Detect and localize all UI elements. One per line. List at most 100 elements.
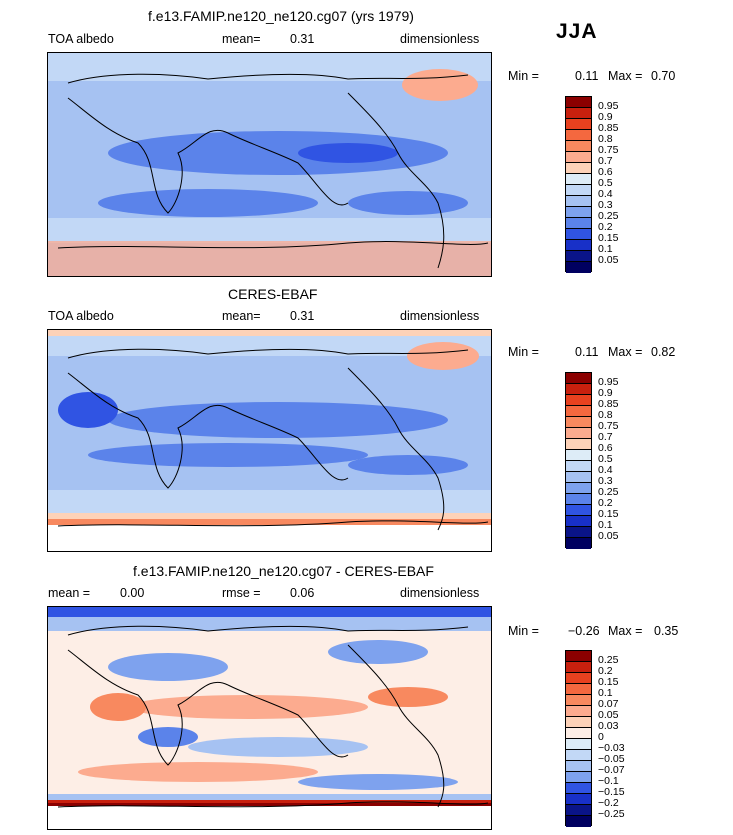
panel-1-max-label: Max = bbox=[608, 69, 643, 83]
panel-3-mean-value: 0.00 bbox=[120, 586, 145, 600]
colorbar-tick-label: 0.7 bbox=[598, 155, 613, 167]
colorbar-tick-label: 0.03 bbox=[598, 720, 619, 732]
colorbar-tick-label: 0.25 bbox=[598, 486, 619, 498]
panel-3-max-value: 0.35 bbox=[654, 624, 679, 638]
colorbar-segment bbox=[566, 163, 591, 174]
colorbar-segment bbox=[566, 516, 591, 527]
panel-2-title: CERES-EBAF bbox=[228, 286, 318, 302]
colorbar-tick-label: 0.6 bbox=[598, 166, 613, 178]
colorbar-segment bbox=[566, 229, 591, 240]
colorbar-segment bbox=[566, 262, 591, 273]
colorbar-tick-label: −0.2 bbox=[598, 797, 619, 809]
colorbar-segment bbox=[566, 428, 591, 439]
colorbar-segment bbox=[566, 662, 591, 673]
colorbar-tick-label: 0.9 bbox=[598, 387, 613, 399]
colorbar-tick-label: 0.05 bbox=[598, 530, 619, 542]
panel-3-rmse-value: 0.06 bbox=[290, 586, 315, 600]
colorbar-tick-label: −0.1 bbox=[598, 775, 619, 787]
colorbar-segment bbox=[566, 141, 591, 152]
colorbar-segment bbox=[566, 439, 591, 450]
colorbar-segment bbox=[566, 174, 591, 185]
panel-3-title: f.e13.FAMIP.ne120_ne120.cg07 - CERES-EBA… bbox=[133, 563, 434, 579]
colorbar-tick-label: 0.95 bbox=[598, 376, 619, 388]
colorbar-segment bbox=[566, 417, 591, 428]
colorbar-tick-label: 0.4 bbox=[598, 188, 613, 200]
colorbar-segment bbox=[566, 130, 591, 141]
colorbar-segment bbox=[566, 805, 591, 816]
season-label: JJA bbox=[556, 20, 598, 43]
colorbar-tick-label: 0.1 bbox=[598, 687, 613, 699]
colorbar-tick-label: 0.3 bbox=[598, 475, 613, 487]
colorbar-tick-label: 0.1 bbox=[598, 519, 613, 531]
colorbar-tick-label: 0 bbox=[598, 731, 604, 743]
colorbar-tick-label: 0.85 bbox=[598, 398, 619, 410]
panel-2-map bbox=[47, 329, 492, 552]
colorbar-segment bbox=[566, 761, 591, 772]
colorbar-segment bbox=[566, 527, 591, 538]
panel-2-max-value: 0.82 bbox=[651, 345, 676, 359]
colorbar-segment bbox=[566, 483, 591, 494]
panel-2-min-label: Min = bbox=[508, 345, 539, 359]
colorbar-segment bbox=[566, 505, 591, 516]
panel-1-min-value: 0.11 bbox=[575, 69, 599, 83]
colorbar-segment bbox=[566, 717, 591, 728]
colorbar-segment bbox=[566, 794, 591, 805]
colorbar-tick-label: 0.2 bbox=[598, 497, 613, 509]
colorbar-tick-label: 0.4 bbox=[598, 464, 613, 476]
colorbar-segment bbox=[566, 406, 591, 417]
colorbar-segment bbox=[566, 240, 591, 251]
colorbar-segment bbox=[566, 119, 591, 130]
panel-2-max-label: Max = bbox=[608, 345, 643, 359]
colorbar-tick-label: 0.2 bbox=[598, 221, 613, 233]
colorbar-tick-label: 0.7 bbox=[598, 431, 613, 443]
panel-1-min-label: Min = bbox=[508, 69, 539, 83]
colorbar-tick-label: 0.07 bbox=[598, 698, 619, 710]
colorbar-tick-label: 0.2 bbox=[598, 665, 613, 677]
colorbar-tick-label: −0.07 bbox=[598, 764, 625, 776]
colorbar-tick-label: 0.9 bbox=[598, 111, 613, 123]
panel-1-title: f.e13.FAMIP.ne120_ne120.cg07 (yrs 1979) bbox=[148, 8, 414, 24]
panel-1-units: dimensionless bbox=[400, 32, 480, 46]
panel-2-mean-value: 0.31 bbox=[290, 309, 315, 323]
panel-1-mean-label: mean= bbox=[222, 32, 261, 46]
colorbar-segment bbox=[566, 684, 591, 695]
colorbar-segment bbox=[566, 739, 591, 750]
colorbar-tick-label: 0.75 bbox=[598, 144, 619, 156]
colorbar-tick-label: −0.05 bbox=[598, 753, 625, 765]
panel-2-mean-label: mean= bbox=[222, 309, 261, 323]
colorbar-segment bbox=[566, 783, 591, 794]
colorbar-tick-label: 0.25 bbox=[598, 210, 619, 222]
colorbar-segment bbox=[566, 185, 591, 196]
panel-2-units: dimensionless bbox=[400, 309, 480, 323]
colorbar-tick-label: 0.8 bbox=[598, 409, 613, 421]
colorbar-segment bbox=[566, 750, 591, 761]
colorbar-segment bbox=[566, 218, 591, 229]
panel-3-units: dimensionless bbox=[400, 586, 480, 600]
colorbar-tick-label: 0.25 bbox=[598, 654, 619, 666]
colorbar-segment bbox=[566, 816, 591, 827]
panel-2-colorbar bbox=[565, 372, 592, 549]
colorbar-tick-label: 0.95 bbox=[598, 100, 619, 112]
colorbar-segment bbox=[566, 651, 591, 662]
colorbar-segment bbox=[566, 251, 591, 262]
colorbar-segment bbox=[566, 472, 591, 483]
panel-3-rmse-label: rmse = bbox=[222, 586, 261, 600]
panel-3-map bbox=[47, 606, 492, 830]
colorbar-segment bbox=[566, 108, 591, 119]
colorbar-segment bbox=[566, 706, 591, 717]
colorbar-tick-label: 0.05 bbox=[598, 254, 619, 266]
colorbar-tick-label: 0.15 bbox=[598, 508, 619, 520]
panel-1-colorbar bbox=[565, 96, 592, 273]
panel-3-max-label: Max = bbox=[608, 624, 643, 638]
colorbar-tick-label: 0.5 bbox=[598, 177, 613, 189]
colorbar-segment bbox=[566, 395, 591, 406]
panel-3-min-value: −0.26 bbox=[568, 624, 600, 638]
colorbar-segment bbox=[566, 673, 591, 684]
colorbar-tick-label: 0.3 bbox=[598, 199, 613, 211]
colorbar-segment bbox=[566, 207, 591, 218]
panel-2-field-label: TOA albedo bbox=[48, 309, 114, 323]
colorbar-segment bbox=[566, 196, 591, 207]
panel-1-map bbox=[47, 52, 492, 277]
colorbar-tick-label: −0.15 bbox=[598, 786, 625, 798]
panel-2-min-value: 0.11 bbox=[575, 345, 599, 359]
